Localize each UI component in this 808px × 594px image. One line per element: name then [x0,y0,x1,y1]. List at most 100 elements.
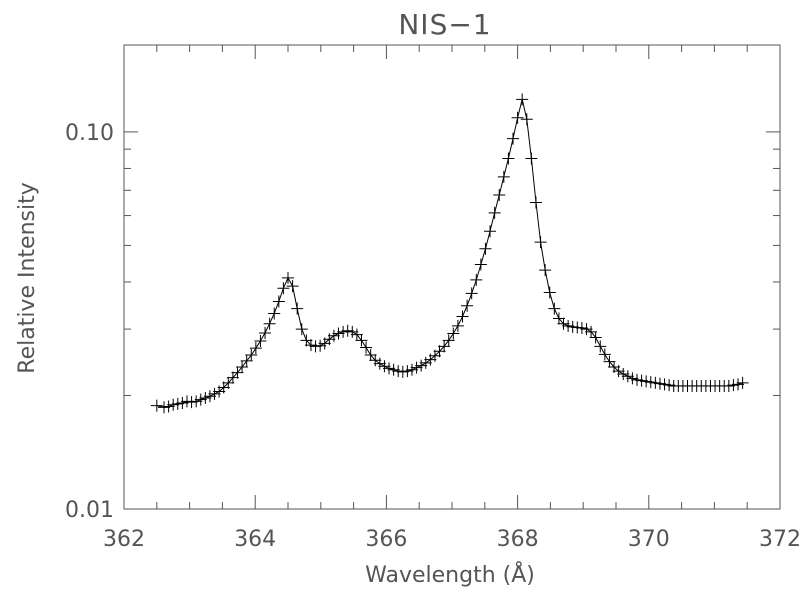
data-point [663,379,676,392]
data-point [236,360,249,373]
data-point [635,374,648,387]
data-point [194,393,207,406]
data-point [226,371,239,384]
y-tick-label: 0.01 [65,498,114,523]
data-point [158,401,171,414]
data-point [465,287,478,300]
data-point [727,379,740,392]
series-markers [150,93,749,414]
data-point [630,373,643,386]
plot-frame [123,44,781,510]
data-point [240,354,253,367]
data-point [190,395,203,408]
data-point [626,372,639,385]
data-point [309,340,322,353]
data-point [456,310,469,323]
data-point [566,320,579,333]
data-point [167,398,180,411]
data-point [438,340,451,353]
data-point [493,189,506,202]
data-point [516,93,529,106]
data-point [304,339,317,352]
data-point [442,334,455,347]
data-point [150,399,163,412]
x-tick-label: 366 [365,527,407,552]
data-point [529,196,542,209]
data-point [520,113,533,126]
axis-tick-labels: 362 364 366 368 370 372 0.01 0.10 [65,121,801,552]
x-tick-label: 370 [628,527,670,552]
data-point [732,378,745,391]
data-point [598,348,611,361]
data-point [254,334,267,347]
data-point [300,334,313,347]
data-point [203,390,216,403]
data-point [474,258,487,271]
data-point [314,339,327,352]
data-point [612,365,625,378]
data-point [603,355,616,368]
data-point [217,381,230,394]
data-point [295,323,308,336]
data-point [585,325,598,338]
x-tick-label: 362 [103,527,145,552]
data-point [539,264,552,277]
data-point [415,359,428,372]
data-point [268,307,281,320]
data-point [640,375,653,388]
x-tick-label: 364 [234,527,276,552]
data-point [291,302,304,315]
data-point [617,368,630,381]
chart-title: NIS−1 [398,8,491,41]
data-point [451,319,464,332]
data-point [658,378,671,391]
data-point [282,271,294,284]
data-point [332,327,345,340]
y-axis-label: Relative Intensity [15,182,40,373]
data-point [387,363,400,376]
data-point [653,377,666,390]
data-point [410,361,423,374]
data-point [488,206,501,219]
data-point [557,317,570,330]
data-point [286,280,299,293]
data-point [736,376,749,389]
data-point [383,362,396,375]
data-point [171,397,184,410]
data-point [571,321,584,334]
axis-ticks [123,45,781,510]
data-point [373,357,386,370]
data-point [644,376,657,389]
data-point [249,342,262,355]
data-point [401,365,414,378]
x-tick-label: 372 [759,527,801,552]
x-tick-label: 368 [497,527,539,552]
data-point [176,397,189,410]
data-point [378,360,391,373]
data-point [552,312,565,325]
data-point [511,111,524,124]
data-point [433,345,446,358]
data-point [575,321,588,334]
data-point [327,329,340,342]
data-point [346,325,359,338]
y-tick-label: 0.10 [65,121,114,146]
data-point [231,366,244,379]
data-point [447,327,460,340]
data-point [222,376,235,389]
data-point [272,295,285,308]
data-point [580,323,593,336]
data-point [548,302,561,315]
data-point [534,236,547,249]
data-point [355,334,368,347]
data-point [259,326,272,339]
data-point [323,333,336,346]
data-point [199,391,212,404]
data-point [621,370,634,383]
data-point [396,365,409,378]
data-point [350,328,363,341]
data-point [277,282,290,295]
data-point [484,225,497,238]
data-point [479,242,492,255]
